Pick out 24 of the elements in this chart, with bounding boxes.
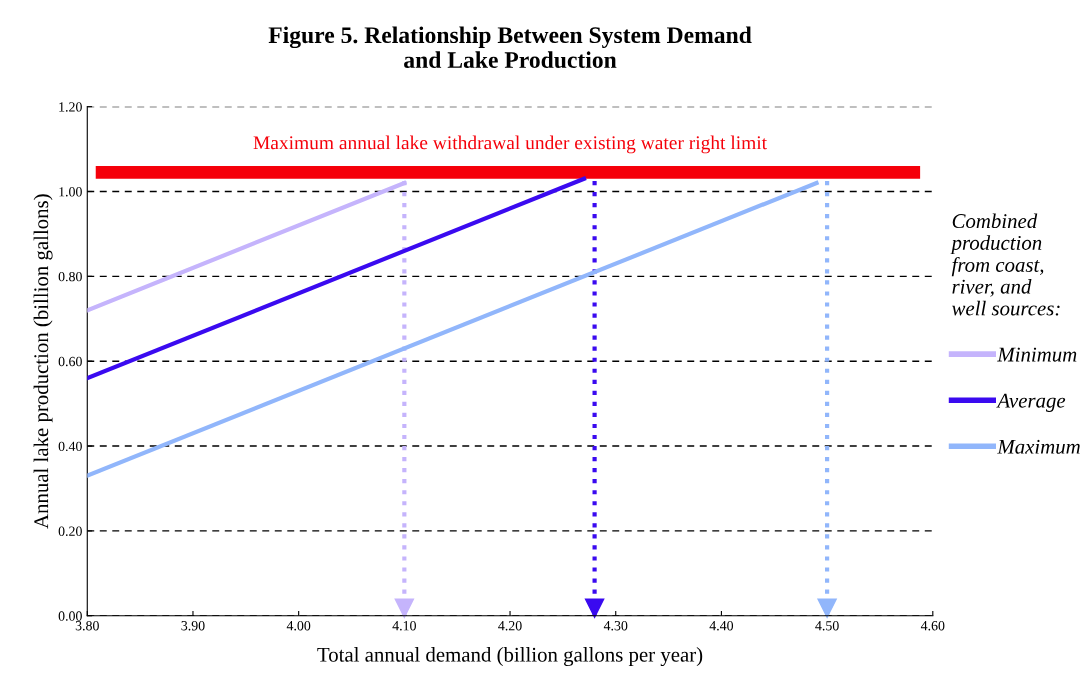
x-tick-label: 4.40 [709, 621, 734, 631]
y-tick-label: 1.00 [59, 187, 82, 197]
legend-label: Minimum [997, 347, 1077, 362]
y-tick-label: 0.80 [58, 271, 82, 282]
x-tick-label: 4.50 [815, 621, 839, 631]
x-tick-label: 4.10 [392, 621, 416, 631]
legend-label: Average [996, 393, 1066, 412]
y-axis-title: Annual lake production (billion gallons) [33, 194, 53, 529]
legend-label: Maximum [997, 439, 1080, 454]
legend-title: Combined production from coast, river, and well sources: [950, 213, 1060, 316]
x-tick-label: 4.60 [920, 621, 945, 631]
x-tick-label: 4.20 [498, 621, 522, 631]
band-label: Maximum annual lake withdrawal under existing water right limit [253, 135, 767, 154]
y-tick-label: 0.00 [58, 611, 82, 621]
x-tick-label: 4.00 [286, 621, 311, 631]
y-tick-label: 0.40 [58, 441, 82, 452]
x-tick-label: 4.30 [603, 621, 628, 631]
x-tick-label: 3.90 [181, 621, 205, 631]
x-axis-title: Total annual demand (billion gallons per year) [317, 647, 703, 667]
x-tick-label: 3.80 [75, 621, 99, 631]
y-tick-label: 0.20 [58, 526, 82, 536]
chart-title: Figure 5. Relationship Between System Demand and Lake Production [268, 26, 752, 69]
y-tick-label: 1.20 [59, 102, 82, 112]
y-tick-label: 0.60 [58, 356, 82, 367]
